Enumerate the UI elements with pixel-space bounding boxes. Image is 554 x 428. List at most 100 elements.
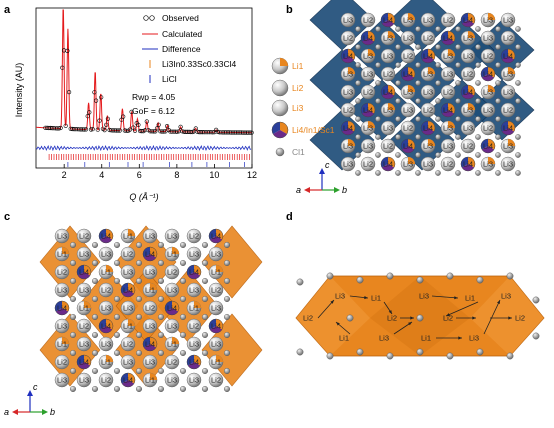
observed-point (144, 119, 149, 124)
key-label: Li2 (292, 83, 304, 93)
atom-label: Li3 (101, 250, 111, 259)
cl-atom (475, 170, 481, 176)
atom-label: Li2 (463, 70, 473, 79)
cl-atom (395, 62, 401, 68)
x-tick-label: 8 (174, 170, 179, 180)
cl-atom (355, 170, 361, 176)
atom-label: Li1 (57, 340, 67, 349)
atom-label: Li2 (483, 124, 493, 133)
cl-atom (355, 80, 361, 86)
atom-label: Li2 (503, 34, 513, 43)
legend-observed-marker (143, 15, 149, 21)
li1-atom: Li1 (54, 246, 70, 262)
li4-atom: Li4 (440, 30, 456, 46)
atom-label: Li1 (211, 268, 221, 277)
atom-label: Li3 (57, 232, 67, 241)
cl-atom (455, 116, 461, 122)
li4-atom: Li4 (54, 300, 70, 316)
atom-label: Li3 (503, 88, 513, 97)
li4-atom: Li4 (98, 228, 114, 244)
atom-label: Li3 (123, 358, 133, 367)
observed-point (151, 129, 156, 134)
atom-label: Li4 (383, 160, 393, 169)
cl-atom (515, 116, 521, 122)
li2-atom: Li2 (120, 336, 136, 352)
x-axis-label: Q (Å⁻¹) (129, 192, 158, 202)
cl-atom (355, 116, 361, 122)
li3-atom: Li3 (98, 246, 114, 262)
cl-atom (157, 332, 164, 339)
cl-atom (455, 152, 461, 158)
atom-label: Li4 (403, 142, 413, 151)
hop-arrowhead (508, 316, 512, 320)
x-tick-label: 12 (247, 170, 257, 180)
li3-atom: Li3 (76, 246, 92, 262)
li4-atom: Li4 (98, 318, 114, 334)
atom-label: Li1 (189, 304, 199, 313)
observed-point (247, 130, 252, 135)
cl-atom (395, 26, 401, 32)
cl-atom (395, 80, 401, 86)
cl-atom (113, 368, 120, 375)
li3-atom: Li3 (76, 336, 92, 352)
atom-label: Li3 (383, 52, 393, 61)
li4-atom: Li4 (76, 354, 92, 370)
li1-atom: Li1 (142, 282, 158, 298)
li3-atom: Li3 (142, 228, 158, 244)
cl-atom (113, 241, 120, 248)
li3-atom: Li3 (120, 264, 136, 280)
li4-atom: Li4 (380, 84, 396, 100)
cl-atom (475, 116, 481, 122)
atom-label: Li1 (101, 358, 111, 367)
slab-face-3 (470, 276, 544, 356)
li3-atom: Li3 (142, 318, 158, 334)
li1-atom: Li3 (360, 120, 376, 136)
atom-label: Li2 (123, 250, 133, 259)
li2-atom: Li2 (164, 354, 180, 370)
cl-atom (515, 44, 521, 50)
cl-atom (475, 152, 481, 158)
atom-label: Li2 (57, 358, 67, 367)
cl-atom (179, 314, 186, 321)
atom-label: Li3 (145, 232, 155, 241)
cl-atom (375, 134, 381, 140)
li3-atom: Li3 (186, 372, 202, 388)
atom-label: Li2 (189, 232, 199, 241)
cl-atom (506, 272, 514, 280)
li4-atom: Li4 (164, 300, 180, 316)
li1-atom: Li3 (380, 102, 396, 118)
atom-label: Li3 (423, 88, 433, 97)
cl-atom (455, 170, 461, 176)
atom-label: Li1 (145, 376, 155, 385)
atom-label: Li3 (383, 34, 393, 43)
atom-key: Li1 Li2 Li3 Li4/In1/Sc1 Cl1 (271, 57, 335, 157)
cl-atom (201, 350, 208, 357)
li1-atom: Li3 (440, 48, 456, 64)
li2-atom: Li2 (142, 300, 158, 316)
li2-atom: Li2 (380, 66, 396, 82)
observed-point (85, 114, 90, 119)
atom-label: Li2 (403, 52, 413, 61)
atom-label: Li3 (335, 292, 345, 301)
panel-label-a: a (4, 4, 11, 16)
li2-atom: Li2 (460, 66, 476, 82)
structure-view-d: Li2 Li3 Li1 Li2 Li1 Li3 Li3 Li1 Li2 Li2 Li1 Li3 Li3 (295, 272, 545, 360)
cl-atom (179, 296, 186, 303)
atom-label: Li3 (123, 304, 133, 313)
li1-atom: Li3 (460, 30, 476, 46)
hop-arrow (445, 301, 479, 317)
cl-atom (395, 44, 401, 50)
li2-atom: Li2 (380, 138, 396, 154)
li1-atom: Li1 (120, 318, 136, 334)
cl-atom (415, 62, 421, 68)
li2-atom: Li2 (500, 102, 516, 118)
li2-atom: Li2 (54, 354, 70, 370)
cl-atom (435, 26, 441, 32)
observed-point (165, 123, 170, 129)
li4-atom: Li4 (440, 102, 456, 118)
atom-label: Li3 (383, 106, 393, 115)
atom-label: Li4 (343, 52, 353, 61)
li2-atom: Li2 (120, 246, 136, 262)
y-axis-label: Intensity (AU) (14, 63, 24, 118)
atom-label: Li2 (363, 88, 373, 97)
